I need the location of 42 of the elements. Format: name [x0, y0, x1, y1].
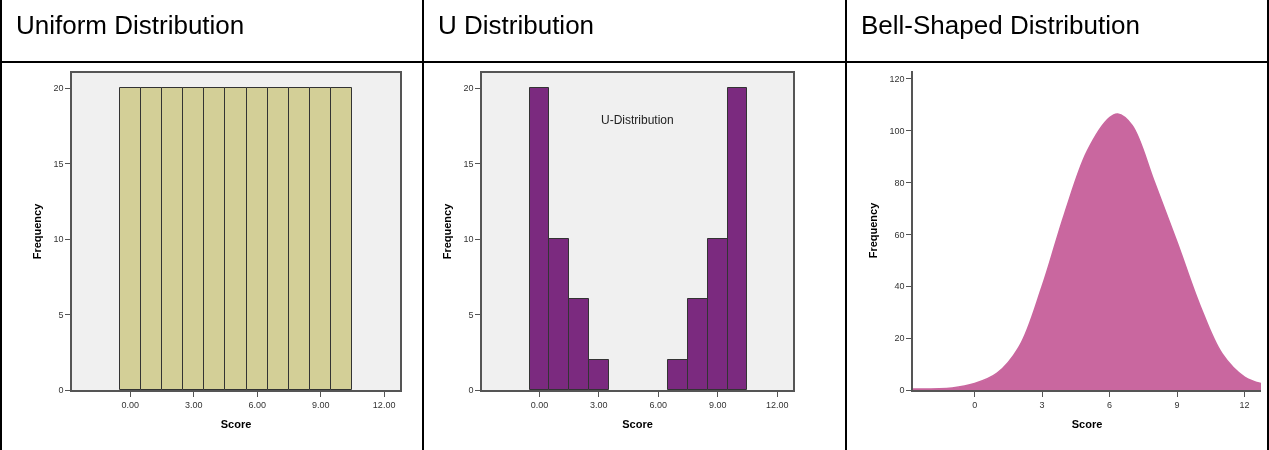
- y-tick-label: 40: [894, 281, 905, 292]
- x-tick-label: 3.00: [184, 399, 203, 410]
- x-tick-label: 0.00: [121, 399, 139, 410]
- x-tick-label: 9: [1174, 399, 1180, 410]
- y-tick-label: 80: [894, 177, 905, 188]
- y-tick-label: 20: [463, 83, 474, 94]
- chart-title: U Distribution: [424, 0, 845, 63]
- x-tick-label: 3: [1039, 399, 1045, 410]
- y-tick-label: 0: [899, 385, 905, 396]
- annotation: U-Distribution: [601, 113, 674, 127]
- x-tick-label: 12.00: [372, 399, 396, 410]
- y-axis-title: Frequency: [440, 202, 453, 260]
- y-tick-label: 10: [53, 234, 64, 245]
- y-tick-label: 100: [889, 125, 905, 136]
- y-axis-title: Frequency: [30, 202, 43, 260]
- x-tick-label: 12.00: [765, 399, 789, 410]
- x-axis-title: Score: [1071, 418, 1103, 431]
- y-tick-label: 120: [889, 73, 905, 84]
- x-tick-label: 0.00: [530, 399, 549, 410]
- y-tick-label: 60: [894, 229, 905, 240]
- y-tick-label: 20: [894, 333, 905, 344]
- x-tick-label: 9.00: [708, 399, 727, 410]
- x-tick-label: 6: [1107, 399, 1113, 410]
- y-tick-label: 0: [58, 385, 64, 396]
- chart-title: Bell-Shaped Distribution: [847, 0, 1267, 63]
- x-tick-label: 6.00: [248, 399, 266, 410]
- y-tick-label: 15: [53, 158, 64, 169]
- x-axis-title: Score: [220, 418, 252, 431]
- x-tick-label: 6.00: [649, 399, 668, 410]
- x-axis-title: Score: [622, 418, 653, 431]
- y-tick-label: 15: [463, 158, 474, 169]
- y-tick-label: 10: [463, 234, 474, 245]
- y-tick-label: 20: [53, 83, 64, 94]
- y-tick-label: 5: [58, 309, 64, 320]
- x-tick-label: 9.00: [311, 399, 330, 410]
- y-tick-label: 5: [468, 309, 474, 320]
- chart-title: Uniform Distribution: [2, 0, 422, 63]
- x-tick-label: 0: [972, 399, 978, 410]
- x-tick-label: 12: [1239, 399, 1250, 410]
- y-axis-title: Frequency: [866, 201, 879, 259]
- x-tick-label: 3.00: [590, 399, 608, 410]
- y-tick-label: 0: [468, 385, 474, 396]
